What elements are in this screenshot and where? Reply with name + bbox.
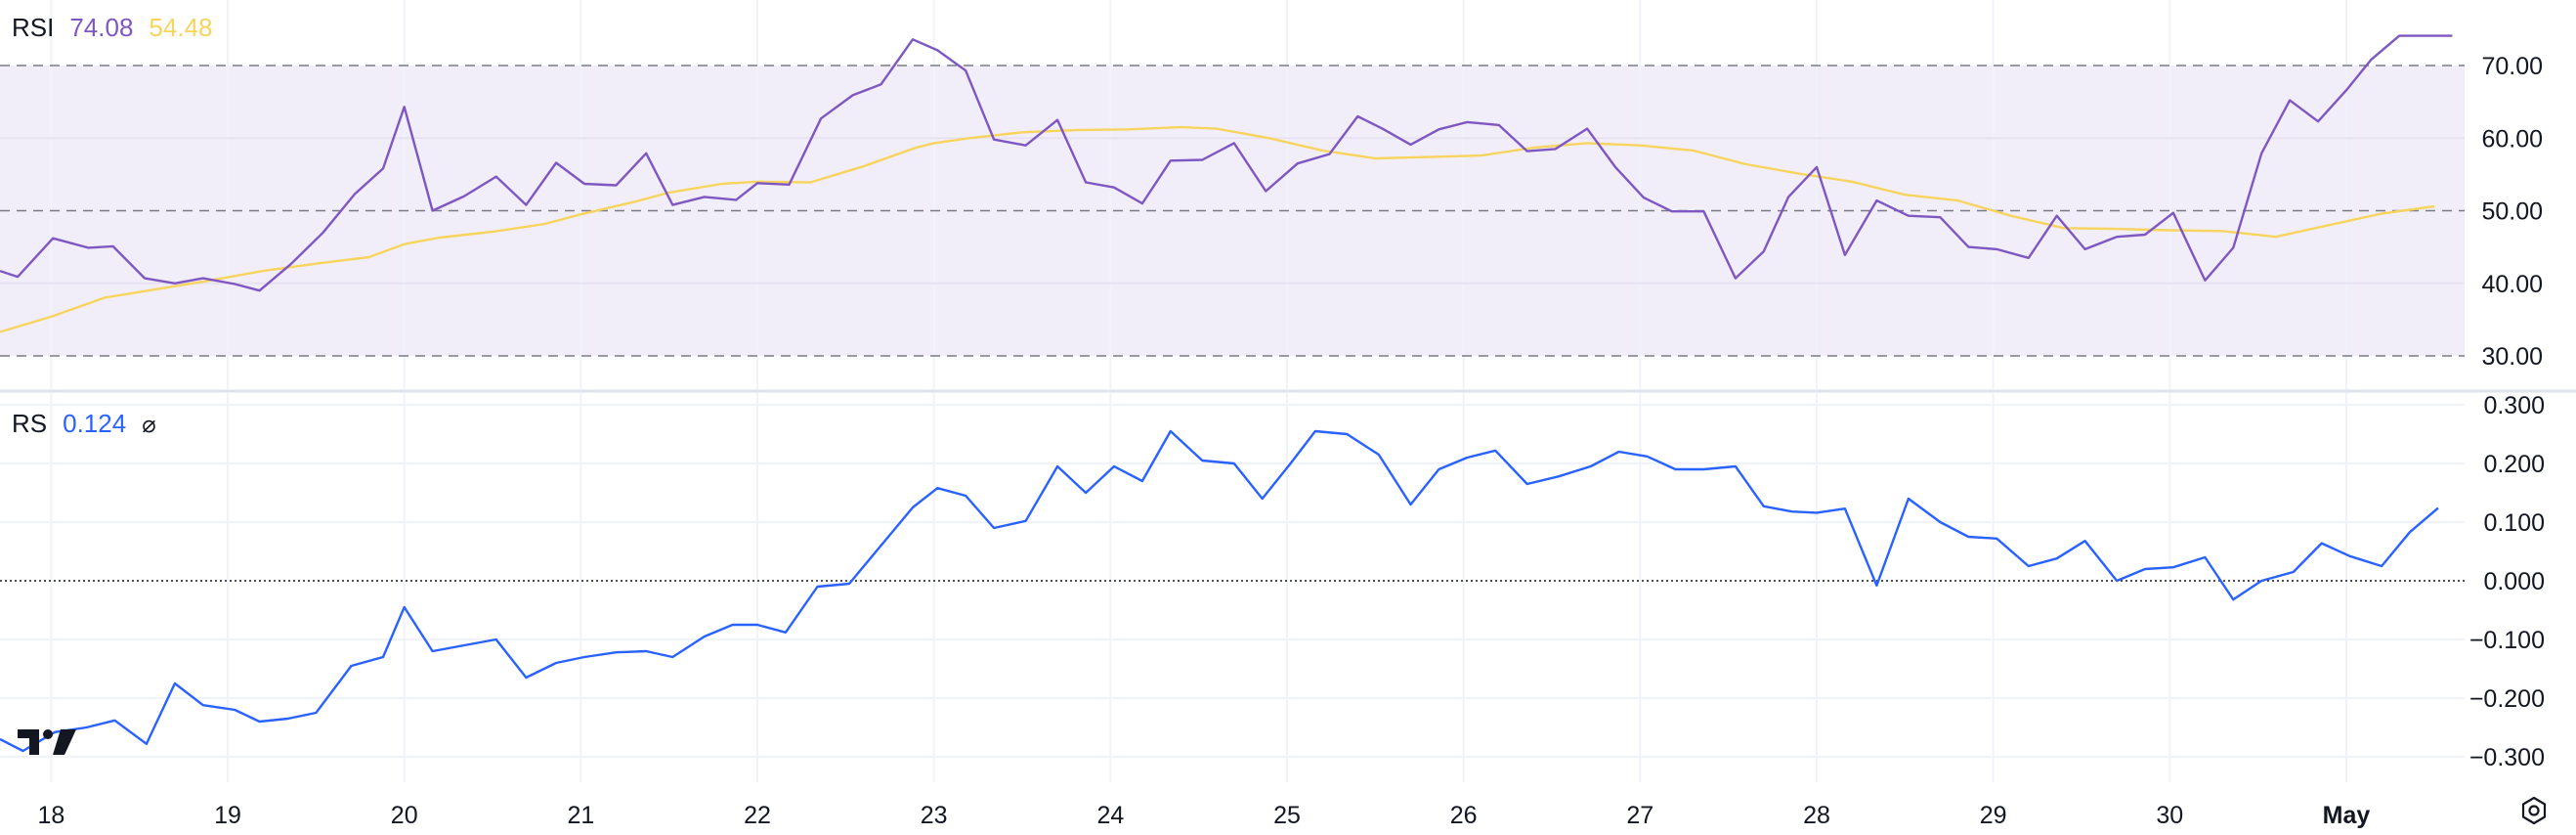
rs-y-tick-label: −0.300 — [2469, 744, 2545, 771]
rsi-y-tick-label: 60.00 — [2481, 125, 2543, 153]
x-tick-label: 29 — [1980, 802, 2007, 829]
rsi-legend-value: 74.08 — [69, 13, 134, 42]
x-tick-label: 28 — [1803, 802, 1830, 829]
rs-y-tick-label: −0.200 — [2469, 685, 2545, 713]
rs-panel[interactable]: −0.300 −0.200 −0.100 0.000 0.100 0.200 0.300 — [0, 392, 2545, 782]
rs-legend-value: 0.124 — [63, 409, 127, 438]
x-tick-label: May — [2323, 802, 2371, 829]
rsi-band-lines — [0, 65, 2465, 357]
rsi-ma-legend-value: 54.48 — [149, 13, 213, 42]
rsi-ma-points — [0, 127, 2435, 332]
x-tick-label: 25 — [1273, 802, 1301, 829]
rsi-ma-series-line — [0, 125, 2435, 333]
x-tick-label: 23 — [921, 802, 948, 829]
rsi-legend[interactable]: RSI 74.08 54.48 — [12, 13, 213, 43]
x-tick-label: 24 — [1096, 802, 1124, 829]
rs-y-tick-label: 0.100 — [2483, 509, 2545, 537]
rsi-y-axis: 30.00 40.00 50.00 60.00 70.00 — [2481, 53, 2543, 371]
rs-legend-name: RS — [12, 409, 48, 438]
rsi-y-tick-label: 50.00 — [2481, 198, 2543, 226]
rs-grid — [0, 393, 2465, 782]
rs-y-tick-label: −0.100 — [2469, 627, 2545, 654]
x-tick-label: 30 — [2156, 802, 2183, 829]
gear-icon[interactable] — [2519, 796, 2549, 825]
rsi-panel[interactable]: 30.00 40.00 50.00 60.00 70.00 — [0, 0, 2543, 389]
rsi-y-tick-label: 30.00 — [2481, 343, 2543, 371]
rsi-y-tick-label: 40.00 — [2481, 271, 2543, 298]
rs-y-axis: −0.300 −0.200 −0.100 0.000 0.100 0.200 0.300 — [2469, 392, 2545, 771]
tradingview-logo-icon[interactable] — [18, 725, 78, 757]
rsi-series-line — [0, 34, 2453, 292]
x-tick-label: 18 — [37, 802, 64, 829]
x-tick-label: 26 — [1450, 802, 1478, 829]
x-tick-label: 20 — [391, 802, 418, 829]
rs-y-tick-label: 0.200 — [2483, 451, 2545, 478]
rs-series-line — [0, 429, 2439, 753]
time-axis[interactable]: 18 19 20 21 22 23 24 25 26 27 28 29 30 May — [37, 802, 2370, 829]
rsi-legend-name: RSI — [12, 13, 55, 42]
x-tick-label: 21 — [567, 802, 594, 829]
hidden-values-icon[interactable]: ⌀ — [142, 410, 156, 438]
x-tick-label: 22 — [744, 802, 771, 829]
x-tick-label: 27 — [1626, 802, 1653, 829]
rs-legend[interactable]: RS 0.124 ⌀ — [12, 409, 156, 439]
rs-points — [0, 430, 2438, 752]
rsi-y-tick-label: 70.00 — [2481, 53, 2543, 80]
rsi-points — [0, 35, 2453, 291]
rs-y-tick-label: 0.300 — [2483, 392, 2545, 419]
x-tick-label: 19 — [214, 802, 241, 829]
rs-y-tick-label: 0.000 — [2483, 568, 2545, 595]
